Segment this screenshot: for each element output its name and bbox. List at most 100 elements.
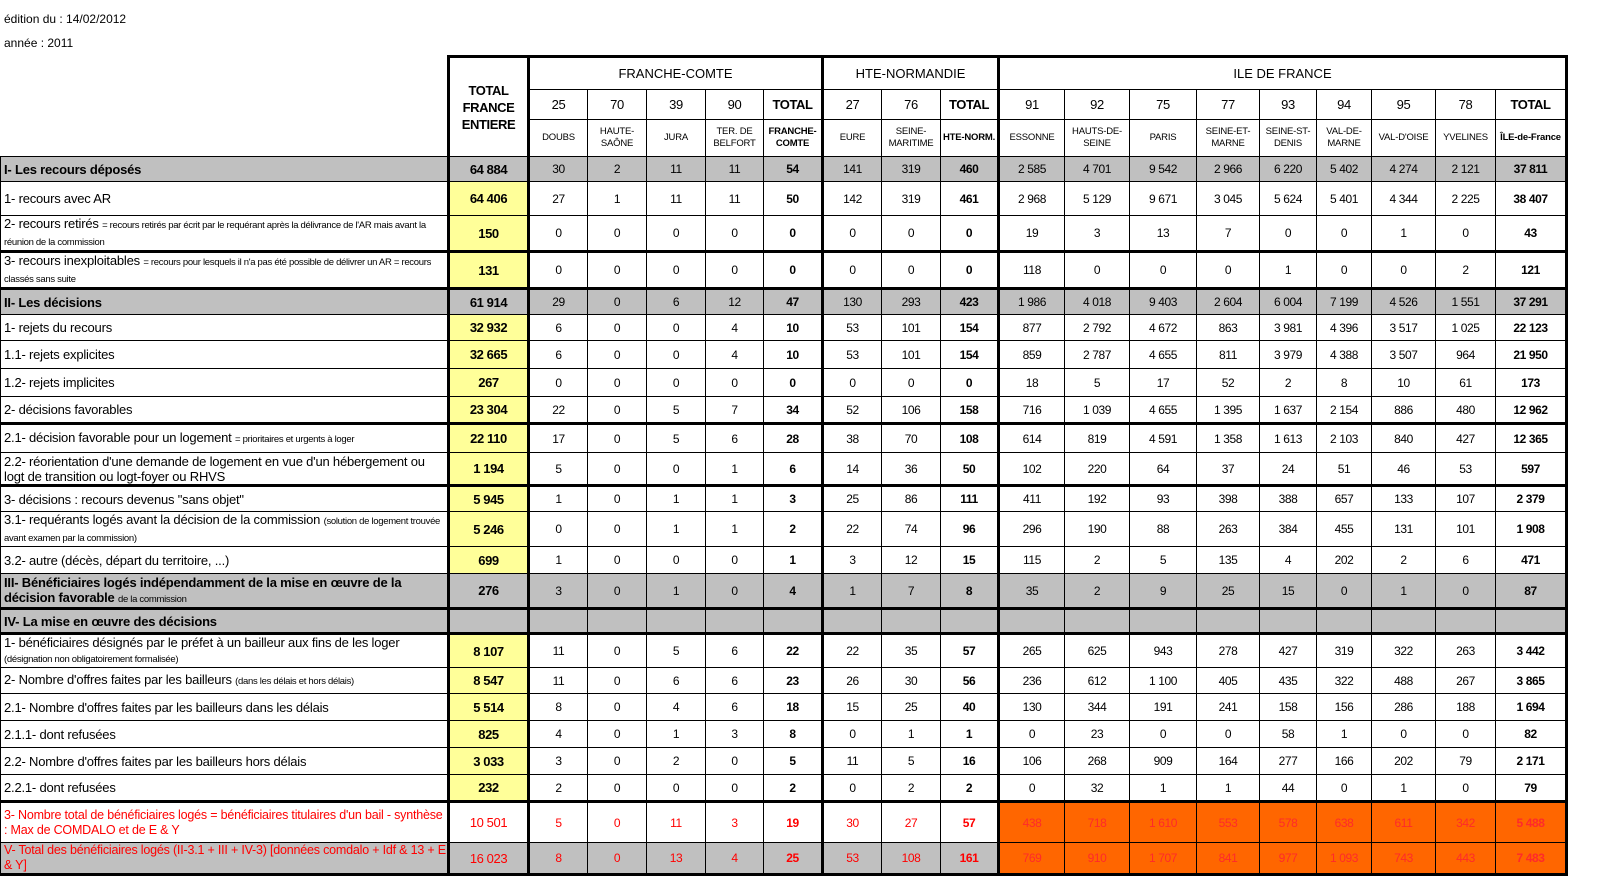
- department-cell: 427: [1435, 422, 1496, 453]
- department-cell: 1 395: [1196, 396, 1260, 424]
- department-cell: 488: [1371, 667, 1436, 694]
- department-cell: 15: [1259, 573, 1317, 609]
- department-cell: 12: [881, 546, 941, 574]
- department-cell: 190: [1064, 511, 1130, 547]
- table-row: 2- Nombre d'offres faites par les baille…: [0, 667, 1568, 694]
- department-cell: 0: [1435, 215, 1496, 252]
- department-cell: 8: [528, 842, 588, 876]
- row-label-note: = recours pour lesquels il n'a pas été p…: [4, 257, 432, 285]
- region-total-cell: 21 950: [1495, 340, 1568, 369]
- department-cell: 5 624: [1259, 181, 1317, 216]
- row-label-main: 1- rejets du recours: [4, 320, 112, 335]
- department-cell: 15: [822, 693, 882, 721]
- department-cell: 286: [1371, 693, 1436, 721]
- row-label: II- Les décisions: [0, 287, 449, 315]
- department-cell: 2: [1435, 250, 1496, 289]
- department-cell: 0: [881, 215, 941, 252]
- row-label: V- Total des bénéficiaires logés (II-3.1…: [0, 842, 449, 876]
- department-cell: 3 981: [1259, 314, 1317, 341]
- department-cell: 158: [1259, 693, 1317, 721]
- department-cell: 4: [705, 314, 764, 341]
- department-cell: 1: [1316, 720, 1372, 748]
- department-cell: 0: [646, 774, 706, 802]
- region-total-cell: 15: [940, 546, 1000, 574]
- department-cell: 6 004: [1259, 287, 1317, 315]
- department-cell: 1: [705, 511, 764, 547]
- department-cell: [1259, 607, 1317, 634]
- column-code: 78: [1435, 89, 1496, 120]
- row-label-main: II- Les décisions: [4, 294, 102, 310]
- region-total-cell: 154: [940, 314, 1000, 341]
- department-cell: 1: [881, 720, 941, 748]
- department-cell: 88: [1129, 511, 1197, 547]
- table-row: I- Les recours déposés 64 884 30 2 11 11 54 141…: [0, 156, 1568, 182]
- department-cell: 455: [1316, 511, 1372, 547]
- row-label-main: 2- Nombre d'offres faites par les baille…: [4, 672, 232, 687]
- region-total-cell: 43: [1495, 215, 1568, 252]
- region-total-cell: 22: [763, 632, 824, 668]
- department-cell: 1: [1371, 573, 1436, 609]
- department-cell: 1: [1259, 250, 1317, 289]
- department-cell: 2 966: [1196, 156, 1260, 182]
- department-cell: 26: [822, 667, 882, 694]
- department-cell: 74: [881, 511, 941, 547]
- department-cell: [646, 607, 706, 634]
- column-name: JURA: [646, 119, 706, 157]
- department-cell: 3: [705, 800, 764, 843]
- department-cell: [587, 607, 647, 634]
- department-cell: 769: [998, 842, 1065, 876]
- department-cell: 79: [1435, 747, 1496, 775]
- department-cell: 0: [1316, 250, 1372, 289]
- department-cell: 1: [1371, 215, 1436, 252]
- department-cell: 3 045: [1196, 181, 1260, 216]
- department-cell: 1: [1129, 774, 1197, 802]
- department-cell: 3 979: [1259, 340, 1317, 369]
- department-cell: 0: [822, 368, 882, 397]
- region-total-cell: 1 908: [1495, 511, 1568, 547]
- region-total-cell: 22 123: [1495, 314, 1568, 341]
- total-france-cell: 150: [447, 215, 530, 252]
- department-cell: 30: [822, 800, 882, 843]
- row-label-main: 1- bénéficiaires désignés par le préfet …: [4, 635, 400, 651]
- department-cell: 943: [1129, 632, 1197, 668]
- department-cell: 24: [1259, 452, 1317, 486]
- row-label: 2.1.1- dont refusées: [0, 720, 449, 748]
- department-cell: 743: [1371, 842, 1436, 876]
- department-cell: 5: [881, 747, 941, 775]
- department-cell: 7 199: [1316, 287, 1372, 315]
- column-code: 27: [822, 89, 882, 120]
- department-cell: 2 604: [1196, 287, 1260, 315]
- row-label: III- Bénéficiaires logés indépendamment …: [0, 573, 449, 609]
- table-row: 2- décisions favorables 23 304 22 0 5 7 34 52 10…: [0, 396, 1568, 424]
- department-cell: 3 517: [1371, 314, 1436, 341]
- department-cell: 1 986: [998, 287, 1065, 315]
- column-code: 70: [587, 89, 647, 120]
- region-total-cell: 16: [940, 747, 1000, 775]
- department-cell: 8: [1316, 368, 1372, 397]
- department-cell: 7: [881, 573, 941, 609]
- year-label: année : 2011: [4, 36, 74, 50]
- column-name: SEINE-ST-DENIS: [1259, 119, 1317, 157]
- department-cell: 191: [1129, 693, 1197, 721]
- total-france-cell: 61 914: [447, 287, 530, 315]
- department-cell: 1 025: [1435, 314, 1496, 341]
- department-cell: 6: [646, 287, 706, 315]
- region-total-cell: 0: [763, 215, 824, 252]
- department-cell: 863: [1196, 314, 1260, 341]
- department-cell: [1196, 607, 1260, 634]
- region-total-cell: 7 483: [1495, 842, 1568, 876]
- table-row: 2.1- Nombre d'offres faites par les bail…: [0, 693, 1568, 721]
- region-total-cell: 79: [1495, 774, 1568, 802]
- row-label: 3- recours inexploitables = recours pour…: [0, 250, 449, 289]
- department-cell: 0: [1129, 250, 1197, 289]
- department-cell: 4 344: [1371, 181, 1436, 216]
- department-cell: 0: [646, 368, 706, 397]
- department-cell: 141: [822, 156, 882, 182]
- department-cell: 0: [587, 693, 647, 721]
- department-cell: 17: [1129, 368, 1197, 397]
- region-total-cell: [940, 607, 1000, 634]
- department-cell: 11: [646, 156, 706, 182]
- department-cell: 319: [1316, 632, 1372, 668]
- department-cell: 53: [822, 314, 882, 341]
- region-total-cell: 19: [763, 800, 824, 843]
